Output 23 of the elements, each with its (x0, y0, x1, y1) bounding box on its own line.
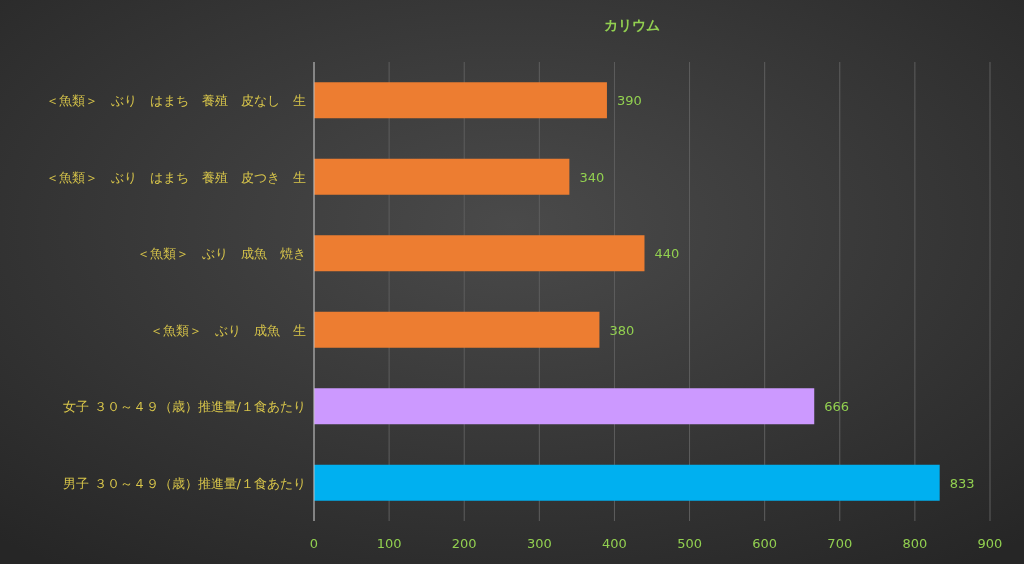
x-tick-label: 0 (309, 536, 319, 551)
y-tick-label: ＜魚類＞ ぶり はまち 養殖 皮なし 生 (46, 93, 306, 109)
x-tick-label: 200 (451, 536, 477, 551)
y-tick-label: 男子 ３０～４９（歳）推進量/１食あたり (63, 475, 306, 491)
data-label: 390 (616, 93, 642, 109)
y-tick-label: ＜魚類＞ ぶり はまち 養殖 皮つき 生 (46, 169, 306, 185)
x-tick-label: 800 (902, 536, 928, 551)
data-label: 380 (609, 322, 635, 338)
x-tick-label: 500 (677, 536, 702, 551)
data-label: 666 (824, 399, 850, 415)
data-label: 340 (579, 169, 605, 185)
x-tick-label: 900 (977, 536, 1003, 551)
x-tick-label: 300 (526, 536, 552, 551)
data-label: 440 (654, 246, 680, 262)
y-tick-label: ＜魚類＞ ぶり 成魚 生 (150, 322, 306, 338)
data-label: 833 (949, 475, 975, 491)
x-tick-label: 400 (602, 536, 627, 551)
y-tick-label: ＜魚類＞ ぶり 成魚 焼き (137, 246, 306, 262)
chart-title: カリウム (604, 17, 660, 33)
y-tick-label: 女子 ３０～４９（歳）推進量/１食あたり (63, 399, 306, 415)
x-tick-label: 700 (827, 536, 853, 551)
x-tick-label: 600 (752, 536, 778, 551)
x-tick-label: 100 (376, 536, 402, 551)
